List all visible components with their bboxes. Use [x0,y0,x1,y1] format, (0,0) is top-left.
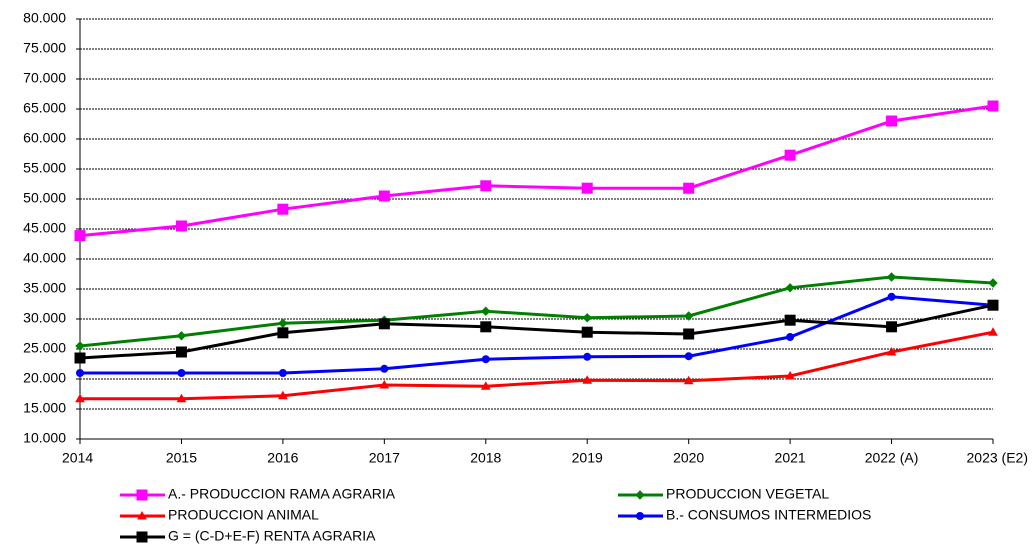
marker [278,369,287,377]
y-tick-label: 70.000 [23,70,66,86]
marker [75,393,85,403]
marker [278,318,288,328]
marker [987,299,999,311]
marker [582,313,592,323]
marker [886,115,898,127]
x-tick-label: 2016 [267,450,298,466]
legend-label: B.- CONSUMOS INTERMEDIOS [666,507,871,523]
y-tick-label: 80.000 [23,10,66,26]
marker [175,346,187,358]
marker [887,292,896,301]
marker [380,364,389,373]
marker [785,283,795,293]
marker [379,379,390,389]
series-line [79,275,994,348]
marker [784,149,796,161]
y-tick-label: 65.000 [23,100,66,116]
marker [583,352,592,361]
marker [74,352,86,364]
x-tick-label: 2018 [470,450,501,466]
legend-label: PRODUCCION VEGETAL [666,486,829,502]
marker [786,333,795,341]
marker [176,393,187,403]
marker [886,321,898,333]
marker [683,182,695,194]
legend-marker [635,490,645,500]
y-tick-label: 15.000 [23,400,66,416]
marker [988,327,998,336]
y-tick-label: 50.000 [23,190,66,206]
marker [582,375,593,384]
legend-label: PRODUCCION ANIMAL [168,507,319,523]
marker [581,182,593,194]
marker [684,352,693,361]
y-tick-label: 55.000 [23,160,66,176]
series-line [80,295,994,375]
marker [277,327,289,339]
legend-marker [136,489,148,501]
y-tick-label: 45.000 [23,220,66,236]
marker [74,230,86,242]
y-tick-label: 40.000 [23,250,66,266]
marker [784,314,796,326]
y-tick-label: 35.000 [23,280,66,296]
legend-marker [636,512,644,520]
x-tick-label: 2017 [369,450,400,466]
marker [886,272,897,282]
marker [581,326,593,338]
marker [987,100,999,112]
legend-marker [137,510,147,520]
x-tick-label: 2021 [775,450,806,466]
legend-label: G = (C-D+E-F) RENTA AGRARIA [168,528,376,544]
legend-marker [136,531,148,543]
marker [378,318,390,330]
marker [177,369,186,377]
marker [683,375,694,385]
marker [481,306,491,316]
x-tick-label: 2020 [673,450,704,466]
marker [480,381,491,390]
x-tick-label: 2022 (A) [865,450,919,466]
marker [176,331,187,341]
series-line [79,303,994,360]
series-line [79,104,994,238]
y-tick-label: 10.000 [23,430,66,446]
marker [76,369,84,377]
marker [988,278,998,288]
legend-label: A.- PRODUCCION RAMA AGRARIA [168,486,396,502]
marker [480,321,492,333]
marker [481,355,490,364]
marker [175,220,187,232]
marker [683,328,695,340]
marker [378,190,390,202]
marker [75,341,85,351]
y-tick-label: 30.000 [23,310,66,326]
marker [277,203,289,215]
x-tick-label: 2019 [572,450,603,466]
y-tick-label: 60.000 [23,130,66,146]
marker [886,346,897,356]
series-line [80,330,994,401]
x-tick-label: 2023 (E2) [967,450,1028,466]
marker [480,180,492,192]
y-tick-label: 75.000 [23,40,66,56]
marker [278,390,288,400]
x-tick-label: 2014 [62,450,93,466]
marker [785,370,795,380]
x-tick-label: 2015 [166,450,197,466]
marker [683,311,694,321]
y-tick-label: 25.000 [23,340,66,356]
y-tick-label: 20.000 [23,370,66,386]
